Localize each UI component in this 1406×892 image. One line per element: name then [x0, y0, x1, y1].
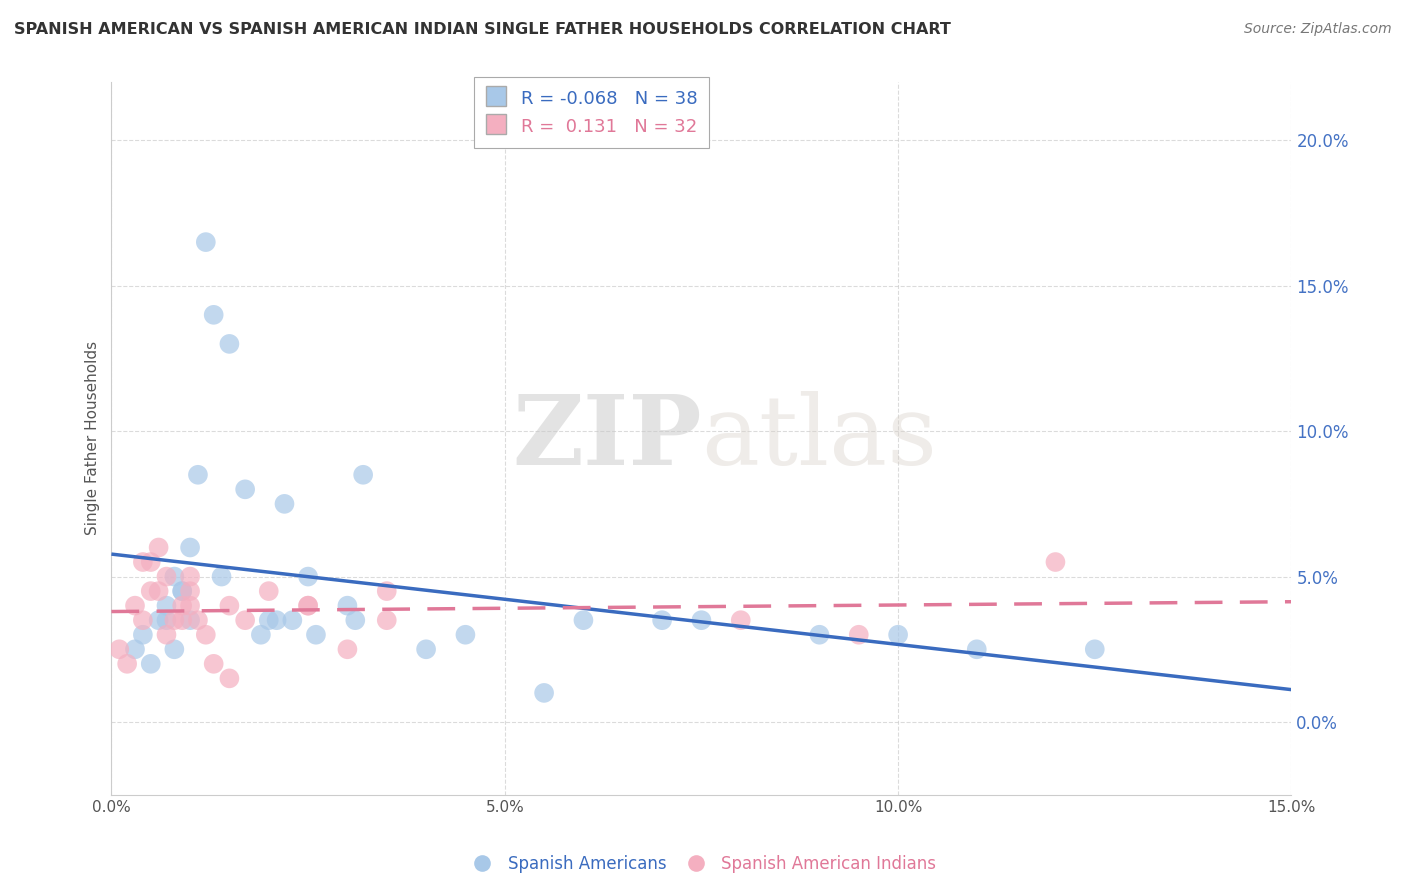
Point — [454, 628, 477, 642]
Point — [211, 569, 233, 583]
Point — [148, 613, 170, 627]
Point — [352, 467, 374, 482]
Point — [155, 613, 177, 627]
Text: atlas: atlas — [702, 392, 938, 485]
Point — [218, 671, 240, 685]
Point — [375, 584, 398, 599]
Point — [250, 628, 273, 642]
Point — [257, 584, 280, 599]
Point — [148, 541, 170, 555]
Legend: Spanish Americans, Spanish American Indians: Spanish Americans, Spanish American Indi… — [463, 848, 943, 880]
Point — [172, 613, 194, 627]
Point — [297, 569, 319, 583]
Point — [139, 555, 162, 569]
Point — [415, 642, 437, 657]
Point — [375, 613, 398, 627]
Point — [108, 642, 131, 657]
Point — [194, 628, 217, 642]
Point — [172, 584, 194, 599]
Point — [179, 613, 201, 627]
Point — [155, 569, 177, 583]
Point — [233, 483, 256, 497]
Point — [155, 628, 177, 642]
Text: SPANISH AMERICAN VS SPANISH AMERICAN INDIAN SINGLE FATHER HOUSEHOLDS CORRELATION: SPANISH AMERICAN VS SPANISH AMERICAN IND… — [14, 22, 950, 37]
Point — [305, 628, 328, 642]
Point — [336, 599, 359, 613]
Point — [202, 308, 225, 322]
Point — [163, 569, 186, 583]
Point — [148, 584, 170, 599]
Point — [887, 628, 910, 642]
Y-axis label: Single Father Households: Single Father Households — [86, 342, 100, 535]
Point — [1084, 642, 1107, 657]
Point — [124, 599, 146, 613]
Point — [179, 599, 201, 613]
Point — [533, 686, 555, 700]
Point — [651, 613, 673, 627]
Point — [172, 584, 194, 599]
Point — [848, 628, 870, 642]
Point — [139, 584, 162, 599]
Point — [187, 613, 209, 627]
Point — [132, 628, 155, 642]
Point — [266, 613, 288, 627]
Point — [257, 613, 280, 627]
Point — [808, 628, 831, 642]
Point — [139, 657, 162, 671]
Point — [115, 657, 138, 671]
Text: ZIP: ZIP — [512, 392, 702, 485]
Point — [336, 642, 359, 657]
Point — [966, 642, 988, 657]
Point — [179, 569, 201, 583]
Point — [132, 613, 155, 627]
Point — [163, 613, 186, 627]
Point — [124, 642, 146, 657]
Point — [297, 599, 319, 613]
Legend: R = -0.068   N = 38, R =  0.131   N = 32: R = -0.068 N = 38, R = 0.131 N = 32 — [474, 77, 709, 147]
Point — [218, 337, 240, 351]
Point — [172, 599, 194, 613]
Text: Source: ZipAtlas.com: Source: ZipAtlas.com — [1244, 22, 1392, 37]
Point — [730, 613, 752, 627]
Point — [132, 555, 155, 569]
Point — [194, 235, 217, 249]
Point — [202, 657, 225, 671]
Point — [179, 584, 201, 599]
Point — [344, 613, 367, 627]
Point — [163, 642, 186, 657]
Point — [179, 541, 201, 555]
Point — [187, 467, 209, 482]
Point — [1045, 555, 1067, 569]
Point — [297, 599, 319, 613]
Point — [690, 613, 713, 627]
Point — [572, 613, 595, 627]
Point — [155, 599, 177, 613]
Point — [281, 613, 304, 627]
Point — [273, 497, 295, 511]
Point — [218, 599, 240, 613]
Point — [233, 613, 256, 627]
